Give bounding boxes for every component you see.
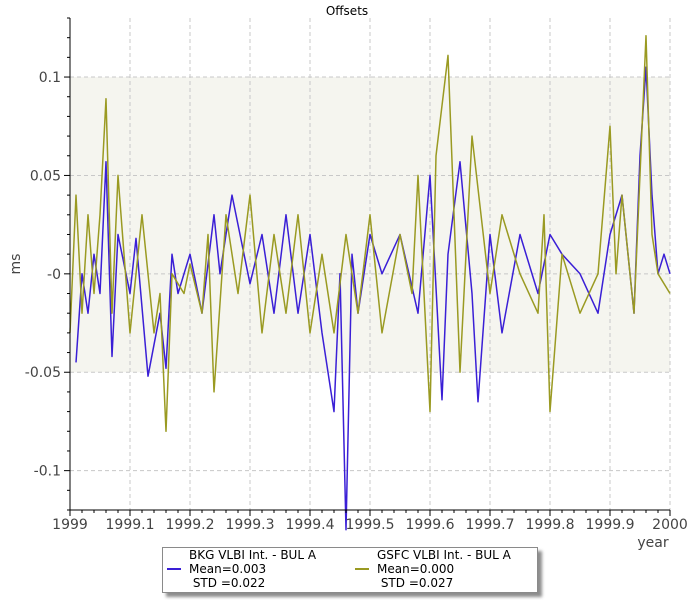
legend-swatch-gsfc xyxy=(355,568,369,570)
legend-series-name: GSFC VLBI Int. - BUL A xyxy=(377,548,511,562)
legend-mean: Mean=0.000 xyxy=(377,562,455,576)
x-tick-label: 1999.7 xyxy=(466,517,515,533)
y-axis-label: ms xyxy=(8,254,24,275)
legend-entry-bkg: BKG VLBI Int. - BUL A Mean=0.003 STD =0.… xyxy=(167,548,351,592)
tick-labels: 1999 1999.1 1999.2 1999.3 1999.4 1999.5 1999.6… xyxy=(25,70,688,533)
x-tick-label: 1999.4 xyxy=(286,517,335,533)
legend: BKG VLBI Int. - BUL A Mean=0.003 STD =0.… xyxy=(162,547,538,593)
x-tick-label: 1999.6 xyxy=(406,517,455,533)
x-tick-label: 2000 xyxy=(652,517,688,533)
chart-title: Offsets xyxy=(326,4,368,18)
legend-series-name: BKG VLBI Int. - BUL A xyxy=(189,548,317,562)
y-tick-label: -0 xyxy=(47,267,61,283)
x-axis-label: year xyxy=(637,535,668,551)
series-layer xyxy=(69,34,671,531)
x-tick-label: 1999.9 xyxy=(586,517,635,533)
x-tick-label: 1999 xyxy=(52,517,88,533)
legend-std: STD =0.027 xyxy=(377,576,454,590)
axis-ticks xyxy=(64,17,671,516)
y-tick-label: 0.05 xyxy=(30,168,61,184)
x-tick-label: 1999.8 xyxy=(526,517,575,533)
x-tick-label: 1999.5 xyxy=(346,517,395,533)
x-tick-label: 1999.2 xyxy=(166,517,215,533)
legend-mean: Mean=0.003 xyxy=(189,562,267,576)
legend-std: STD =0.022 xyxy=(189,576,266,590)
legend-swatch-bkg xyxy=(167,568,181,570)
x-tick-label: 1999.1 xyxy=(106,517,155,533)
y-tick-label: -0.05 xyxy=(25,365,61,381)
series-line-0 xyxy=(75,66,671,531)
y-tick-label: -0.1 xyxy=(34,464,61,480)
legend-entry-gsfc: GSFC VLBI Int. - BUL A Mean=0.000 STD =0… xyxy=(355,548,539,592)
series-line-1 xyxy=(69,34,671,433)
y-tick-label: 0.1 xyxy=(39,70,61,86)
x-tick-label: 1999.3 xyxy=(226,517,275,533)
